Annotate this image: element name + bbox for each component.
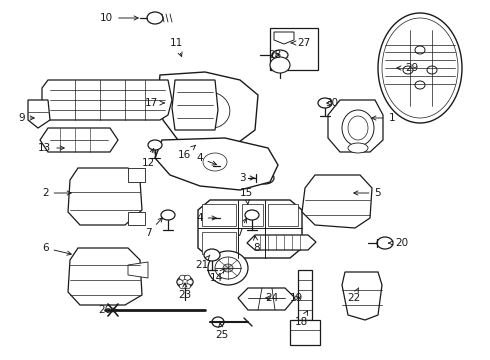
- Polygon shape: [302, 175, 372, 228]
- Polygon shape: [128, 212, 145, 225]
- Ellipse shape: [148, 140, 162, 150]
- Ellipse shape: [256, 172, 274, 184]
- Polygon shape: [172, 80, 218, 130]
- Ellipse shape: [245, 210, 259, 220]
- Ellipse shape: [272, 50, 288, 60]
- Text: 4: 4: [196, 213, 216, 223]
- Ellipse shape: [318, 98, 332, 108]
- Ellipse shape: [208, 251, 248, 285]
- Polygon shape: [155, 138, 278, 190]
- Text: 6: 6: [42, 243, 72, 255]
- Ellipse shape: [203, 153, 227, 171]
- Ellipse shape: [223, 264, 233, 272]
- Ellipse shape: [270, 57, 290, 73]
- Ellipse shape: [415, 81, 425, 89]
- Ellipse shape: [147, 12, 163, 24]
- Ellipse shape: [348, 116, 368, 140]
- Text: 30: 30: [325, 98, 338, 108]
- Polygon shape: [238, 288, 295, 310]
- Text: 3: 3: [239, 173, 254, 183]
- Ellipse shape: [204, 249, 220, 261]
- Ellipse shape: [177, 279, 183, 284]
- Text: 26: 26: [98, 305, 117, 315]
- Ellipse shape: [403, 66, 413, 74]
- Ellipse shape: [220, 212, 236, 224]
- Polygon shape: [274, 32, 294, 44]
- Text: 20: 20: [389, 238, 408, 248]
- Ellipse shape: [179, 275, 186, 280]
- Polygon shape: [68, 248, 142, 305]
- Text: 29: 29: [397, 63, 418, 73]
- Ellipse shape: [187, 279, 193, 284]
- Text: 8: 8: [253, 236, 260, 253]
- Text: 22: 22: [347, 288, 360, 303]
- Bar: [202, 204, 236, 226]
- Ellipse shape: [348, 143, 368, 153]
- Ellipse shape: [415, 46, 425, 54]
- Text: 14: 14: [210, 268, 225, 283]
- Ellipse shape: [342, 110, 374, 146]
- Bar: [290, 320, 320, 345]
- Text: 5: 5: [354, 188, 381, 198]
- Ellipse shape: [161, 210, 175, 220]
- Ellipse shape: [177, 276, 193, 288]
- Text: 1: 1: [372, 113, 395, 123]
- Text: 7: 7: [236, 219, 246, 238]
- Ellipse shape: [212, 317, 224, 327]
- Ellipse shape: [377, 237, 393, 249]
- Bar: [268, 204, 298, 226]
- Polygon shape: [128, 262, 148, 278]
- Ellipse shape: [215, 257, 241, 279]
- Text: 11: 11: [170, 38, 183, 57]
- Ellipse shape: [378, 13, 462, 123]
- Bar: [270, 28, 318, 70]
- Text: 13: 13: [38, 143, 64, 153]
- Text: 25: 25: [215, 323, 228, 340]
- Bar: [242, 204, 263, 226]
- Polygon shape: [28, 100, 50, 128]
- Polygon shape: [68, 168, 142, 225]
- Text: 18: 18: [295, 311, 308, 327]
- Ellipse shape: [220, 160, 236, 172]
- Polygon shape: [158, 72, 258, 148]
- Text: 19: 19: [290, 293, 303, 303]
- Text: 4: 4: [196, 153, 217, 165]
- Text: 23: 23: [178, 283, 191, 300]
- Text: 17: 17: [145, 98, 164, 108]
- Text: 28: 28: [268, 50, 281, 60]
- Text: 21: 21: [195, 255, 210, 270]
- Text: 27: 27: [291, 38, 310, 48]
- Text: 2: 2: [42, 188, 71, 198]
- Polygon shape: [42, 80, 172, 120]
- Text: 9: 9: [18, 113, 34, 123]
- Ellipse shape: [179, 284, 186, 289]
- Text: 7: 7: [145, 218, 162, 238]
- Polygon shape: [128, 168, 145, 182]
- Ellipse shape: [382, 18, 458, 118]
- Bar: [298, 270, 312, 320]
- Text: 16: 16: [178, 145, 196, 160]
- Text: 15: 15: [240, 188, 253, 204]
- Polygon shape: [247, 235, 316, 250]
- Polygon shape: [342, 272, 382, 320]
- Text: 12: 12: [142, 149, 155, 168]
- Ellipse shape: [427, 66, 437, 74]
- Polygon shape: [198, 200, 302, 258]
- Ellipse shape: [185, 284, 191, 289]
- Polygon shape: [40, 128, 118, 152]
- Text: 10: 10: [100, 13, 138, 23]
- Ellipse shape: [190, 92, 230, 128]
- Polygon shape: [328, 100, 383, 152]
- Ellipse shape: [185, 275, 191, 280]
- Text: 24: 24: [265, 293, 278, 303]
- Bar: [202, 232, 236, 254]
